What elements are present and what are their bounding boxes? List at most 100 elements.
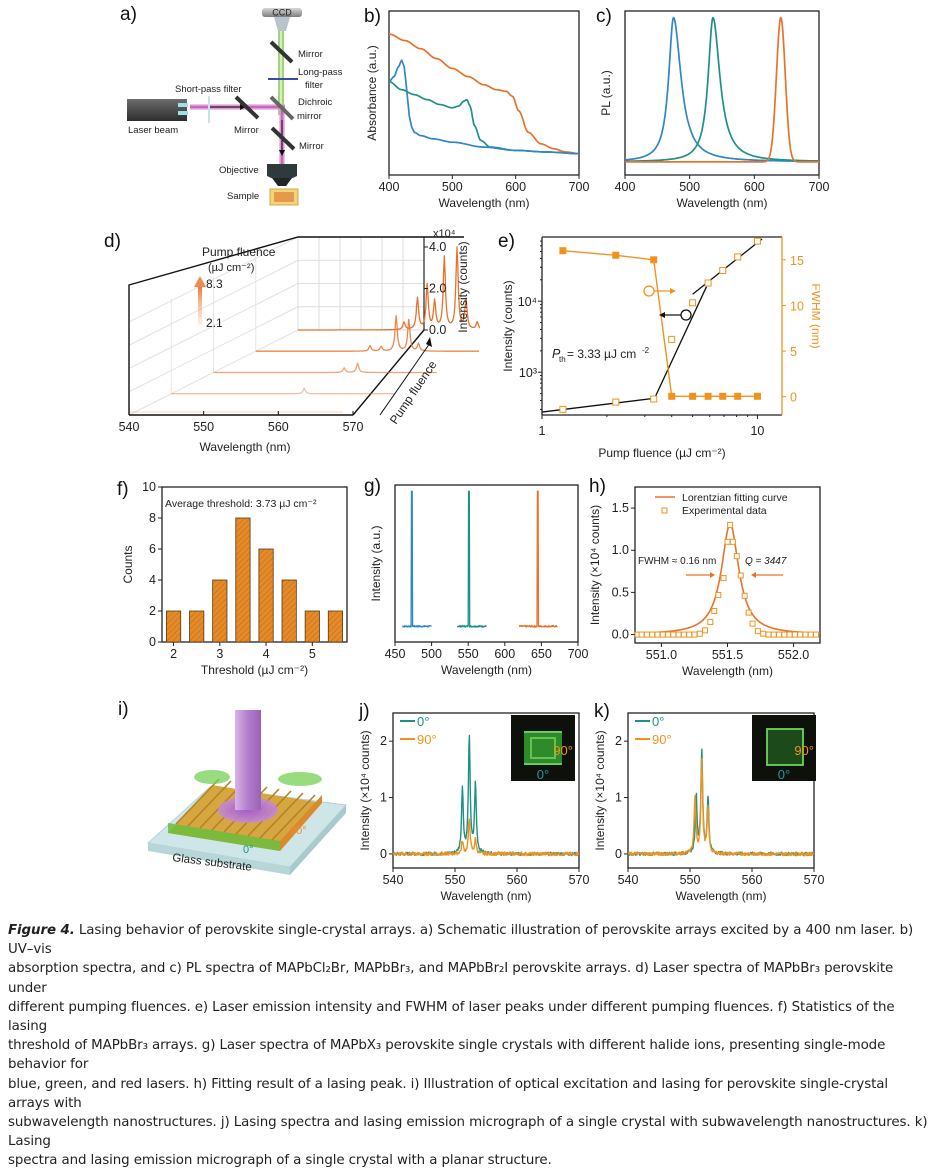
y-tick-label: 0	[149, 635, 156, 649]
fwhm-marker	[719, 392, 727, 400]
absorbance-curve	[388, 59, 579, 155]
y2-tick-label: 0	[790, 391, 797, 405]
data-marker	[737, 572, 744, 579]
x-tick-label: 540	[618, 873, 639, 887]
intensity-marker	[719, 267, 727, 275]
mirror-low-icon	[270, 126, 296, 151]
data-marker	[791, 631, 798, 638]
histogram-bar	[189, 610, 205, 643]
x-tick-label: 550	[458, 647, 479, 661]
y-tick-label: 10³	[519, 366, 537, 380]
data-marker	[715, 591, 722, 598]
histogram-bar	[281, 579, 297, 643]
fwhm-marker	[650, 256, 658, 264]
threshold-annotation-superscript: -2	[642, 346, 650, 355]
threshold-annotation-subscript: th	[559, 355, 566, 364]
x-axis-label: Wavelength (nm)	[441, 663, 532, 677]
x-axis-label: Wavelength (nm)	[200, 440, 291, 454]
data-marker	[760, 630, 767, 637]
ccd-label: CCD	[272, 8, 292, 18]
absorbance-curve	[388, 80, 579, 155]
fwhm-axis-indicator	[643, 285, 655, 297]
chart-b-absorbance: b) 400 500 600 700 Wavelength (nm) Absorbance …	[364, 6, 589, 210]
panel-label-k: k)	[594, 701, 610, 722]
y-axis-label: PL (a.u.)	[599, 70, 613, 116]
data-marker	[720, 575, 727, 582]
spectrum-90deg	[627, 757, 815, 857]
plot-frame	[392, 712, 580, 869]
dichroic-mirror-icon	[269, 95, 295, 121]
chart-j-subwavelength: j) 540 550 560 570 0 1 2 Wavelength (nm) Intensit…	[358, 701, 589, 903]
inset-label-0deg: 0°	[537, 767, 549, 782]
x-tick-label: 550	[193, 420, 214, 434]
fluence-max-label: 8.3	[206, 277, 223, 291]
threshold-annotation-symbol: P	[552, 347, 561, 361]
data-marker	[781, 631, 788, 638]
y-tick-label: 2.0	[429, 282, 446, 296]
x-tick-label: 551.5	[712, 648, 743, 662]
intensity-marker	[689, 299, 697, 307]
x-tick-label: 3	[216, 647, 223, 661]
crystal-inner-ring	[530, 737, 556, 759]
data-marker	[659, 631, 666, 638]
data-marker	[670, 631, 677, 638]
crystal-emission	[766, 728, 804, 766]
panel-label-a: a)	[120, 4, 137, 25]
panel-label-i: i)	[118, 699, 129, 720]
arrow-head	[670, 288, 676, 294]
intensity-marker	[650, 395, 658, 403]
arrow-head	[426, 337, 432, 347]
data-marker	[770, 631, 777, 638]
x-tick-label: 400	[379, 180, 400, 194]
fluence-arrow-head	[194, 276, 206, 287]
x-tick-label: 560	[507, 873, 528, 887]
data-marker	[786, 631, 793, 638]
x-tick-label: 500	[421, 647, 442, 661]
caption-line: subwavelength nanostructures. j) Lasing …	[8, 1115, 928, 1150]
mirror-top-icon	[269, 40, 294, 64]
caption-line: different pumping fluences. e) Laser emi…	[8, 999, 895, 1035]
intensity-marker	[753, 237, 761, 245]
chart-d-waterfall: d) 540 550 560 570 Wavelength (nm) 0.0 2.0 4.0x1…	[104, 228, 480, 454]
x-tick-label: 700	[568, 647, 589, 661]
intensity-marker	[734, 253, 742, 261]
pump-beam-pillar	[235, 710, 261, 810]
plot-frame	[161, 486, 348, 643]
caption-line: Figure 4. Lasing behavior of perovskite …	[8, 921, 928, 959]
fluence-arrow-shaft	[198, 285, 202, 325]
data-marker	[807, 631, 814, 638]
legend-90deg: 90°	[652, 732, 672, 747]
laser-line	[456, 490, 487, 628]
legend-units: (µJ cm⁻²)	[208, 262, 254, 274]
z-axis-label: Pump fluence	[387, 358, 440, 427]
inset-label-90deg: 90°	[794, 743, 814, 758]
y-tick-label: 4.0	[429, 240, 446, 254]
data-marker	[680, 631, 687, 638]
y-tick-label: 0.0	[612, 628, 629, 642]
fluence-spectrum	[171, 387, 395, 395]
data-marker	[813, 631, 820, 638]
histogram-bar	[235, 517, 251, 643]
histogram-bar	[304, 610, 320, 643]
data-marker	[638, 631, 645, 638]
laser-source-icon	[127, 99, 188, 121]
arrow-head	[710, 572, 715, 578]
x-tick-label: 10	[750, 424, 764, 438]
fit-line	[541, 397, 655, 413]
x-tick-label: 700	[809, 180, 830, 194]
mirror-top-label: Mirror	[298, 49, 323, 60]
sample-label: Sample	[227, 191, 259, 202]
x-axis-label: Wavelength (nm)	[676, 889, 767, 903]
y-tick-label: 8	[149, 511, 156, 525]
histogram-bar	[327, 610, 344, 643]
legend-0deg: 0°	[652, 714, 664, 729]
data-marker	[707, 618, 714, 625]
intensity-marker	[559, 405, 567, 413]
angle-90-label: 90°	[290, 825, 307, 837]
setup-diagram: CCD Mirror Long-pass filter Short-pass f…	[127, 8, 343, 206]
data-marker	[702, 627, 709, 634]
pl-curve	[624, 16, 820, 163]
panel-i-illustration: i) Glass substrate 0° 90°	[100, 695, 360, 895]
caption-text: Lasing behavior of perovskite single-cry…	[8, 923, 914, 958]
x-tick-label: 560	[742, 873, 763, 887]
